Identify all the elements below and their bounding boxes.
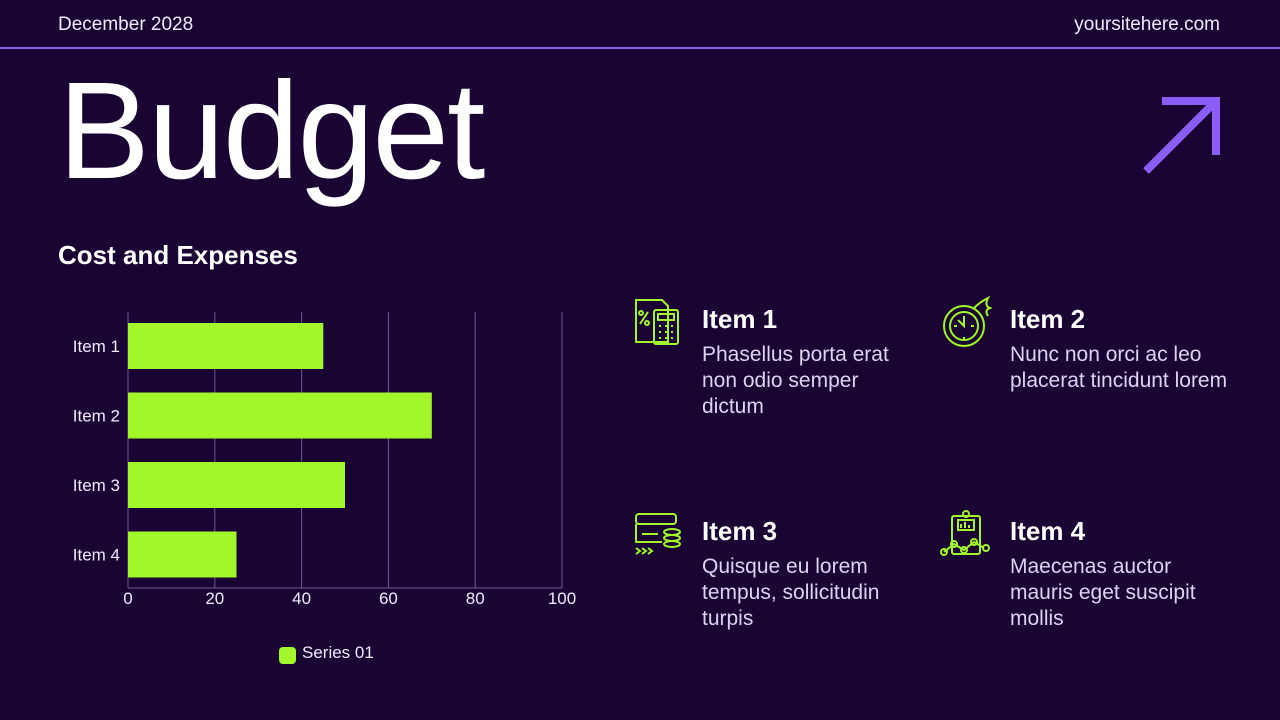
- bar: [128, 392, 432, 439]
- bar-chart: 0 20 40 60 80 100 Item 1 Item 2 Item 3 Item 4 Seri…: [73, 312, 576, 664]
- page-title: Budget: [58, 54, 485, 208]
- item-description: Maecenas auctor mauris eget suscipit mol…: [1010, 555, 1196, 630]
- bar: [128, 323, 324, 369]
- x-tick-label: 20: [205, 589, 224, 608]
- legend-label: Series 01: [302, 643, 374, 662]
- item-description: Nunc non orci ac leo placerat tincidunt …: [1010, 343, 1228, 392]
- y-tick-label: Item 3: [73, 476, 120, 495]
- item-description: Quisque eu lorem tempus, sollicitudin tu…: [702, 555, 880, 630]
- clipboard-chart-icon: [940, 510, 990, 556]
- y-tick-label: Item 2: [73, 407, 120, 426]
- date-label: December 2028: [58, 14, 194, 35]
- x-tick-label: 40: [292, 589, 311, 608]
- x-tick-label: 100: [548, 589, 576, 608]
- x-tick-label: 80: [466, 589, 485, 608]
- item-title: Item 2: [1010, 304, 1086, 334]
- y-tick-label: Item 1: [73, 337, 120, 356]
- x-tick-label: 0: [123, 589, 132, 608]
- bar: [128, 462, 345, 508]
- item-title: Item 1: [702, 304, 778, 334]
- item-title: Item 3: [702, 516, 778, 546]
- fast-clock-icon: [943, 296, 992, 347]
- chart-subtitle: Cost and Expenses: [58, 240, 298, 270]
- item-description: Phasellus porta erat non odio semper dic…: [702, 343, 889, 418]
- item-title: Item 4: [1010, 516, 1086, 546]
- y-tick-label: Item 4: [73, 546, 120, 565]
- calculator-percent-icon: [635, 299, 679, 345]
- card-coins-icon: [635, 513, 681, 555]
- site-url: yoursitehere.com: [1074, 14, 1220, 35]
- legend-swatch: [279, 647, 296, 664]
- x-tick-label: 60: [379, 589, 398, 608]
- arrow-up-right-icon: [1143, 97, 1220, 174]
- bar: [128, 531, 237, 578]
- header-divider: [0, 47, 1280, 49]
